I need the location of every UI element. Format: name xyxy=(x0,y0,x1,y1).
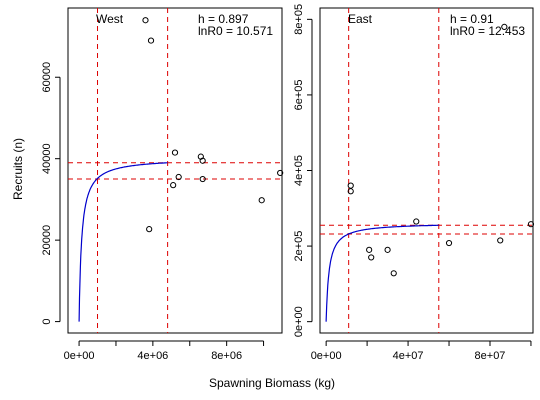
stock-recruit-curve xyxy=(78,162,168,322)
data-point xyxy=(390,270,397,277)
x-tick-label: 4e+06 xyxy=(137,350,168,362)
y-tick-label: 20000 xyxy=(41,225,53,256)
panel-title: West xyxy=(96,12,124,26)
data-point xyxy=(368,254,375,261)
lnr0-annotation: lnR0 = 12.453 xyxy=(450,24,525,38)
plot-area xyxy=(320,8,533,333)
stock-recruit-curve xyxy=(325,224,439,322)
y-tick-label: 60000 xyxy=(41,62,53,93)
data-point xyxy=(199,175,206,183)
x-tick-label: 0e+00 xyxy=(311,350,342,362)
x-tick-label: 0e+00 xyxy=(64,350,95,362)
y-tick-label: 4e+05 xyxy=(293,155,305,186)
panel-title: East xyxy=(348,12,373,26)
steepness-annotation: h = 0.897 xyxy=(198,12,249,26)
data-point xyxy=(199,157,206,164)
data-point xyxy=(366,246,373,253)
y-tick-label: 0 xyxy=(41,319,53,325)
data-point xyxy=(501,23,508,30)
y-tick-label: 8e+05 xyxy=(293,4,305,35)
y-tick-label: 2e+05 xyxy=(293,231,305,262)
data-point xyxy=(258,197,265,204)
data-point xyxy=(277,169,284,177)
y-tick-label: 40000 xyxy=(41,143,53,174)
data-point xyxy=(413,218,420,225)
west-panel: 0e+00 4e+06 8e+06 0 20000 40000 60000 West h = 0… xyxy=(41,7,284,362)
lnr0-annotation: lnR0 = 10.571 xyxy=(198,24,273,38)
x-tick-label: 8e+06 xyxy=(211,350,242,362)
plot-frame xyxy=(319,7,534,334)
data-point xyxy=(146,226,153,233)
x-axis-label: Spawning Biomass (kg) xyxy=(209,376,335,390)
plot-area xyxy=(68,8,282,333)
y-tick-label: 6e+05 xyxy=(293,79,305,110)
data-point xyxy=(347,182,354,189)
data-point xyxy=(527,221,535,228)
y-axis-label: Recruits (n) xyxy=(11,138,25,200)
data-point xyxy=(175,173,182,181)
data-point xyxy=(497,237,504,244)
data-point xyxy=(347,188,354,195)
steepness-annotation: h = 0.91 xyxy=(450,12,494,26)
x-tick-label: 8e+07 xyxy=(475,350,506,362)
data-point xyxy=(171,149,179,156)
y-tick-label: 0e+00 xyxy=(293,306,305,337)
plot-frame xyxy=(67,7,283,334)
east-panel: 0e+00 4e+07 8e+07 0e+00 2e+05 4e+05 6e+05 8e+05… xyxy=(293,4,535,362)
x-tick-label: 4e+07 xyxy=(393,350,424,362)
data-point xyxy=(147,37,155,44)
data-point xyxy=(170,182,177,189)
data-point xyxy=(445,239,453,247)
data-point xyxy=(384,246,391,253)
data-point xyxy=(142,17,149,24)
